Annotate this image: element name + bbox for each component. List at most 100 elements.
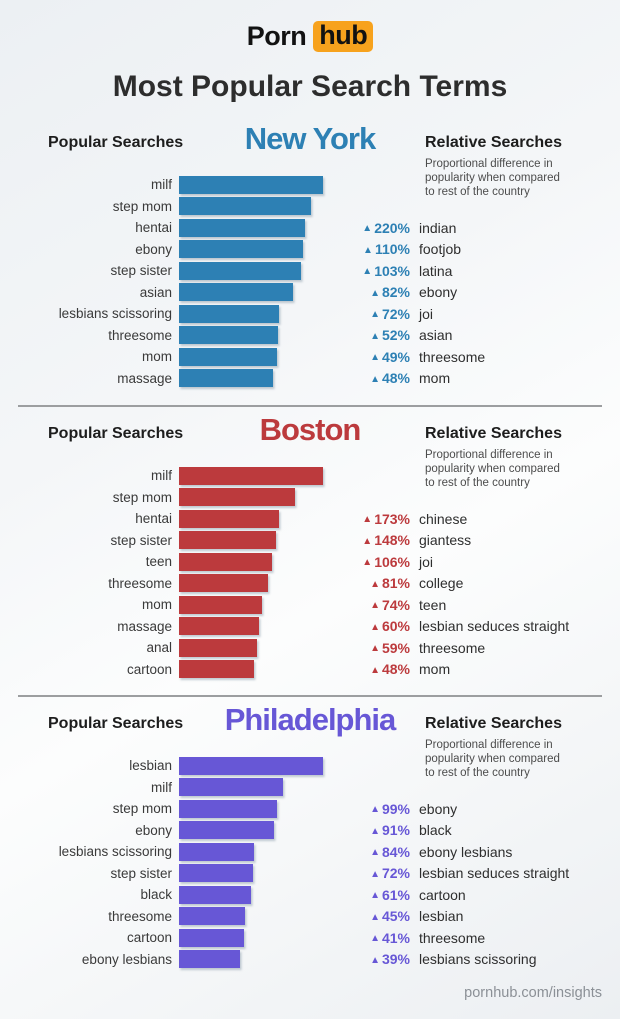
bar <box>179 531 276 550</box>
bar-label: step mom <box>112 198 172 214</box>
bar <box>179 778 283 797</box>
relative-change: ▲ 61% <box>340 887 410 903</box>
relative-searches-list: ▲ 220% indian ▲ 110% footjob ▲ 103% latina ▲ 82% eb… <box>340 217 485 389</box>
relative-change-value: 81% <box>381 575 410 592</box>
bar <box>179 261 301 280</box>
up-triangle-icon: ▲ <box>370 330 380 342</box>
bar <box>179 660 254 679</box>
bar <box>179 369 273 388</box>
bar-row: massage <box>0 368 323 390</box>
up-triangle-icon: ▲ <box>370 664 380 676</box>
subtitle-line: to rest of the country <box>425 477 530 489</box>
bar <box>179 240 303 259</box>
bar-row: threesome <box>0 573 323 595</box>
page-title: Most Popular Search Terms <box>112 70 508 103</box>
bar <box>179 347 277 366</box>
relative-change: ▲ 148% <box>340 532 410 548</box>
bar <box>179 638 257 657</box>
up-triangle-icon: ▲ <box>370 352 380 364</box>
relative-change-value: 173% <box>374 510 410 527</box>
relative-term: footjob <box>419 241 462 258</box>
relative-change: ▲ 173% <box>340 511 410 527</box>
subtitle-line: Proportional difference in <box>425 449 553 461</box>
relative-change: ▲ 49% <box>340 349 410 365</box>
up-triangle-icon: ▲ <box>362 266 373 278</box>
bar <box>179 326 278 345</box>
bar-row: threesome <box>0 906 323 928</box>
footer-link[interactable]: pornhub.com/insights <box>464 985 602 1001</box>
relative-searches-label: Relative Searches <box>425 134 562 151</box>
bar-row: black <box>0 884 323 906</box>
subtitle-line: Proportional difference in <box>425 739 553 751</box>
bar-row: lesbian <box>0 755 323 777</box>
bar-label: cartoon <box>126 661 172 677</box>
bar-label: massage <box>117 618 172 634</box>
relative-change: ▲ 41% <box>340 930 410 946</box>
relative-term: lesbian seduces straight <box>419 618 570 635</box>
relative-term: chinese <box>419 510 468 527</box>
bar-row: mom <box>0 346 323 368</box>
relative-change-value: 60% <box>381 618 410 635</box>
bar-label: hentai <box>135 511 172 527</box>
relative-change-value: 72% <box>381 865 410 882</box>
relative-search-row: ▲ 148% giantess <box>340 530 569 552</box>
relative-search-row: ▲ 59% threesome <box>340 637 569 659</box>
bar-label: lesbians scissoring <box>58 306 172 322</box>
relative-change-value: 99% <box>381 800 410 817</box>
bar-row: milf <box>0 174 323 196</box>
bar-label: step mom <box>112 801 172 817</box>
up-triangle-icon: ▲ <box>370 847 380 859</box>
bar <box>179 821 274 840</box>
relative-search-row: ▲ 72% joi <box>340 303 485 325</box>
relative-search-row: ▲ 84% ebony lesbians <box>340 841 569 863</box>
relative-change-value: 39% <box>381 951 410 968</box>
bar-row: anal <box>0 637 323 659</box>
relative-change: ▲ 60% <box>340 618 410 634</box>
up-triangle-icon: ▲ <box>370 287 380 299</box>
bar-row: milf <box>0 777 323 799</box>
relative-change: ▲ 59% <box>340 640 410 656</box>
up-triangle-icon: ▲ <box>370 309 380 321</box>
bar-label: milf <box>151 468 172 484</box>
relative-search-row: ▲ 220% indian <box>340 217 485 239</box>
relative-change: ▲ 81% <box>340 575 410 591</box>
bar-label: mom <box>142 597 172 613</box>
relative-search-row: ▲ 173% chinese <box>340 508 569 530</box>
relative-change-value: 148% <box>374 532 410 549</box>
bar <box>179 283 293 302</box>
relative-term: black <box>419 822 452 839</box>
logo-badge-hub: hub <box>313 21 374 53</box>
relative-change: ▲ 103% <box>340 263 410 279</box>
bar-label: step sister <box>110 865 172 881</box>
relative-term: ebony <box>419 800 458 817</box>
relative-search-row: ▲ 110% footjob <box>340 239 485 261</box>
relative-change: ▲ 72% <box>340 865 410 881</box>
bar-row: ebony lesbians <box>0 949 323 971</box>
relative-search-row: ▲ 99% ebony <box>340 798 569 820</box>
up-triangle-icon: ▲ <box>362 557 373 569</box>
relative-change-value: 103% <box>374 262 410 279</box>
relative-change: ▲ 82% <box>340 284 410 300</box>
relative-search-row: ▲ 61% cartoon <box>340 884 569 906</box>
up-triangle-icon: ▲ <box>370 825 380 837</box>
subtitle-line: popularity when compared <box>425 463 560 475</box>
relative-change-value: 41% <box>381 929 410 946</box>
relative-term: asian <box>419 327 453 344</box>
relative-change: ▲ 106% <box>340 554 410 570</box>
relative-change: ▲ 74% <box>340 597 410 613</box>
bar-label: hentai <box>135 220 172 236</box>
popular-searches-label: Popular Searches <box>48 715 184 732</box>
bar-label: black <box>140 887 172 903</box>
bar-row: mom <box>0 594 323 616</box>
bar-row: step sister <box>0 260 323 282</box>
relative-change: ▲ 52% <box>340 327 410 343</box>
bar <box>179 488 295 507</box>
bar-row: step mom <box>0 196 323 218</box>
relative-search-row: ▲ 48% mom <box>340 368 485 390</box>
relative-change: ▲ 45% <box>340 908 410 924</box>
bar-label: ebony <box>135 822 172 838</box>
bar-label: ebony lesbians <box>81 951 172 967</box>
bar-label: ebony <box>135 241 172 257</box>
bar <box>179 466 323 485</box>
relative-term: cartoon <box>419 886 466 903</box>
